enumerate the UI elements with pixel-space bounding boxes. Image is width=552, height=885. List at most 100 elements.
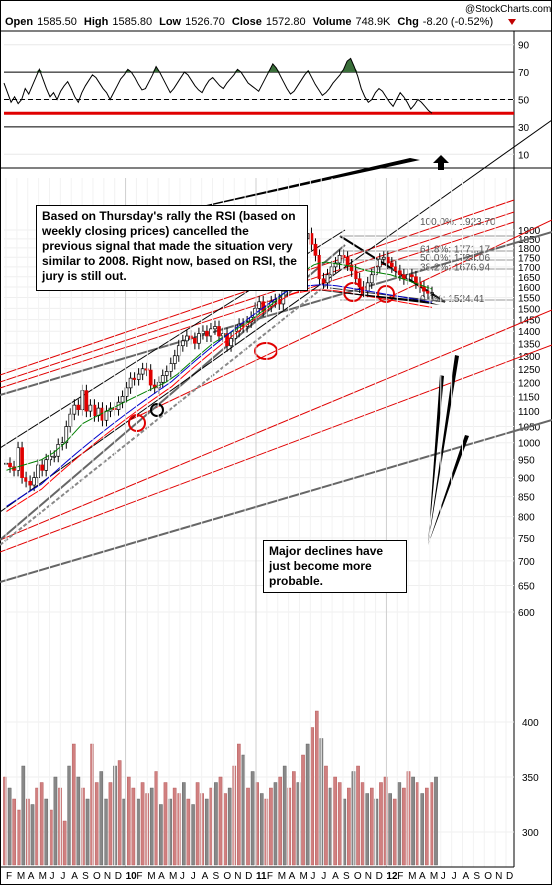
- volume-bar: [214, 782, 218, 866]
- open-value: 1585.50: [37, 16, 77, 28]
- volume-bar: [186, 798, 191, 866]
- rsi-tick-label: 10: [518, 150, 530, 161]
- x-tick-label: 11: [256, 871, 267, 882]
- x-tick-label: O: [93, 871, 101, 882]
- x-tick-label: J: [191, 871, 196, 882]
- candle-body: [168, 363, 173, 372]
- volume-bar: [292, 771, 296, 866]
- x-tick-label: J: [310, 871, 315, 882]
- price-tick-label: 1000: [518, 439, 541, 450]
- x-axis: F M A M J J A S O N D 10 F M A M J J A S O N D 11 F M A M J J A S O N D 12 F…: [5, 178, 513, 882]
- candle-body: [377, 258, 382, 268]
- price-tick-label: 1550: [518, 293, 541, 304]
- volume-bar: [131, 787, 136, 866]
- black-trend-long: [0, 119, 552, 513]
- candle-body: [341, 255, 346, 258]
- volume-bar: [53, 776, 58, 866]
- candle-body: [369, 274, 374, 284]
- volume-bar: [44, 798, 49, 866]
- volume-bar: [104, 798, 108, 866]
- candle-body: [410, 274, 414, 278]
- open-label: Open: [5, 16, 33, 28]
- volume-bar: [259, 793, 264, 866]
- volume-bar: [177, 793, 182, 866]
- candle-body: [193, 338, 197, 344]
- chg-label: Chg: [397, 16, 418, 28]
- volume-bar: [237, 743, 241, 866]
- volume-tick-label: 400: [522, 718, 539, 729]
- fib-level-label: 100.0%: 1923.70: [420, 217, 496, 228]
- x-tick-label: J: [452, 871, 457, 882]
- candle-body: [209, 328, 213, 337]
- red-circle-2011b: [343, 282, 363, 302]
- fib-level-label: 38.2%: 1676.94: [420, 262, 490, 273]
- rsi-overbought-fill: [340, 58, 358, 73]
- candle-body: [140, 368, 145, 375]
- x-tick-label: M: [278, 871, 286, 882]
- price-tick-label: 600: [518, 608, 535, 619]
- candle-body: [217, 326, 221, 337]
- grey-trend-upper: [0, 231, 552, 396]
- candle-body: [229, 338, 233, 347]
- candle-body: [88, 404, 93, 412]
- volume-bar: [397, 782, 402, 866]
- price-tick-label: 1250: [518, 365, 541, 376]
- volume-bar: [273, 782, 278, 866]
- volume-bar: [379, 782, 383, 866]
- candle-body: [345, 256, 350, 266]
- candle-body: [76, 404, 81, 410]
- candle-body: [317, 255, 322, 280]
- rsi-series-line: [3, 57, 433, 114]
- candle-body: [329, 266, 334, 276]
- candle-body: [333, 262, 338, 268]
- candle-body: [389, 262, 394, 268]
- volume-bar: [310, 727, 315, 866]
- x-tick-label: M: [430, 871, 438, 882]
- ma50-line: [5, 261, 433, 471]
- candle-body: [257, 301, 262, 309]
- volume-bar: [67, 765, 71, 866]
- candle-body: [44, 459, 49, 471]
- candle-body: [136, 373, 141, 380]
- x-tick-label: N: [495, 871, 502, 882]
- fib-level-label: 50.0%: 1724.06: [420, 253, 490, 264]
- rsi-tick-label: 50: [518, 96, 530, 107]
- price-tick-label: 1050: [518, 423, 541, 434]
- price-tick-label: 1800: [518, 244, 541, 255]
- grey-dashed-trend: [0, 281, 331, 546]
- volume-bar: [62, 820, 67, 866]
- candle-body: [132, 377, 137, 380]
- x-tick-label: D: [376, 871, 383, 882]
- x-tick-label: A: [419, 871, 426, 882]
- volume-bar: [200, 793, 204, 866]
- price-tick-label: 900: [518, 474, 535, 485]
- x-tick-label: D: [115, 871, 122, 882]
- candle-body: [8, 462, 12, 468]
- volume-bar: [195, 782, 200, 866]
- volume-bar: [305, 743, 310, 866]
- grey-trend-lower: [0, 419, 552, 583]
- volume-bar: [287, 787, 292, 866]
- price-tick-label: 950: [518, 456, 535, 467]
- volume-bar: [154, 771, 159, 866]
- x-tick-label: N: [104, 871, 111, 882]
- x-tick-label: J: [441, 871, 446, 882]
- x-tick-label: M: [17, 871, 25, 882]
- price-tick-label: 1500: [518, 304, 541, 315]
- watermark: @StockCharts.com: [465, 4, 551, 15]
- volume-bar: [90, 743, 94, 866]
- x-tick-label: F: [397, 871, 403, 882]
- candle-body: [56, 444, 61, 457]
- volume-bar: [12, 798, 16, 866]
- price-tick-label: 1400: [518, 327, 541, 338]
- x-tick-label: A: [202, 871, 209, 882]
- volume-bar: [356, 765, 360, 866]
- price-tick-label: 800: [518, 513, 535, 524]
- rsi-overbought-fill: [265, 63, 280, 73]
- volume-bar: [117, 760, 122, 866]
- x-tick-label: M: [408, 871, 416, 882]
- volume-bar: [337, 782, 342, 866]
- candle-body: [205, 330, 209, 337]
